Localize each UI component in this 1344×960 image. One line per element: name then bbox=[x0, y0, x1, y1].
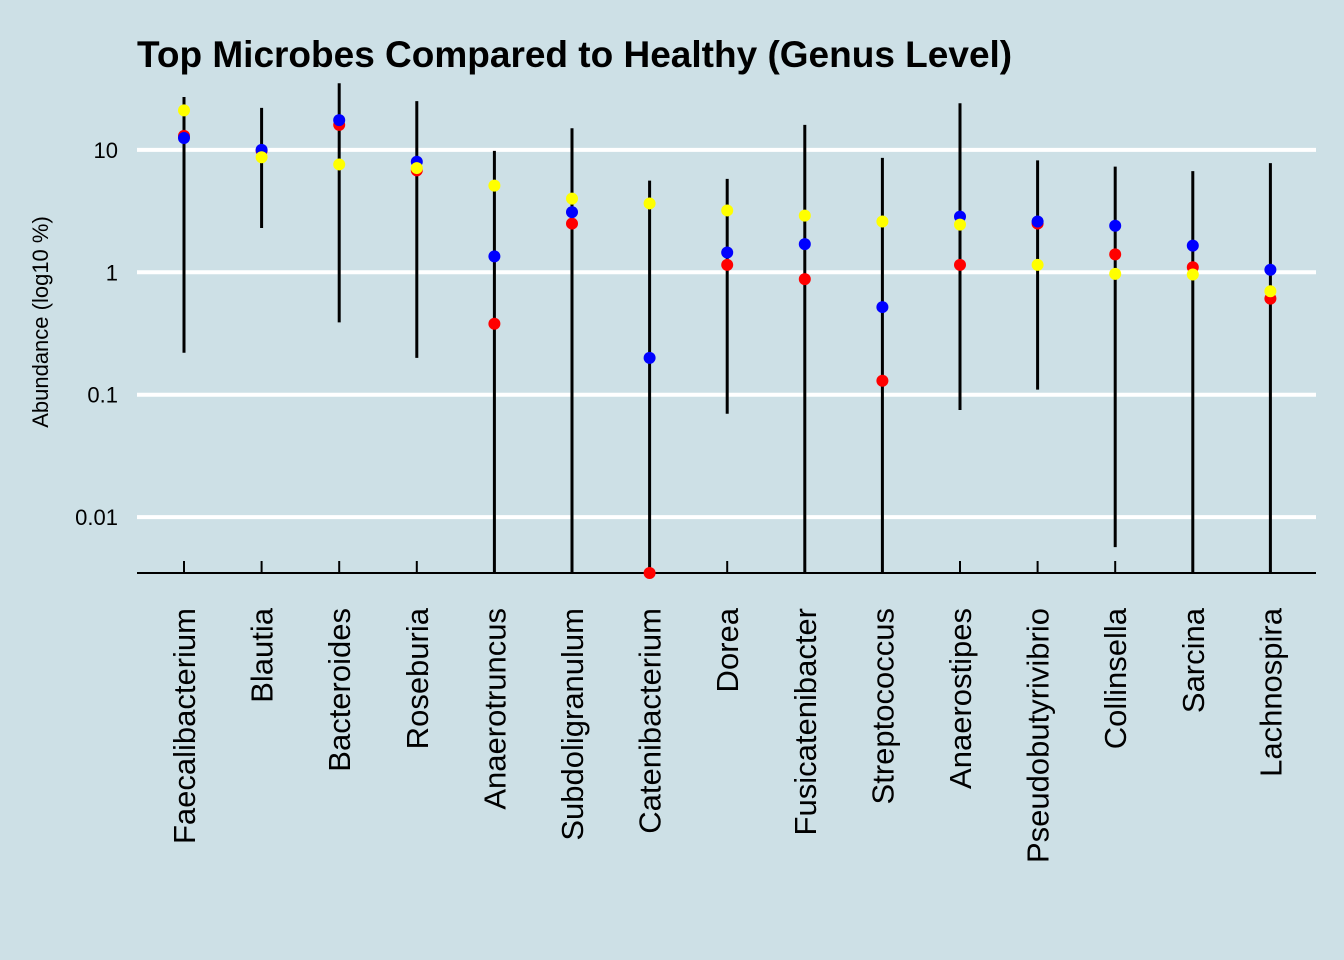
point-series-2-subdoligranulum bbox=[566, 206, 578, 219]
x-tick-label-lachnospira: Lachnospira bbox=[1253, 607, 1288, 777]
point-series-2-pseudobutyrivibrio bbox=[1031, 215, 1044, 228]
range-lines bbox=[182, 83, 1272, 573]
y-tick-label: 0.1 bbox=[87, 383, 118, 408]
x-tick-label-bacteroides: Bacteroides bbox=[322, 608, 357, 772]
y-tick-label: 1 bbox=[106, 260, 118, 285]
point-series-3-dorea bbox=[721, 204, 734, 217]
y-tick-label: 10 bbox=[94, 138, 118, 163]
x-tick-label-collinsella: Collinsella bbox=[1098, 607, 1133, 749]
point-series-1-catenibacterium bbox=[643, 567, 656, 579]
x-axis-tick-labels: Faecalibacterium Blautia Bacteroides Rosebu… bbox=[167, 607, 1288, 863]
point-series-3-anaerostipes bbox=[954, 218, 966, 231]
point-series-3-faecalibacterium bbox=[178, 104, 190, 117]
data-points bbox=[178, 104, 1277, 579]
point-series-3-subdoligranulum bbox=[566, 192, 578, 205]
x-tick-label-anaerotruncus: Anaerotruncus bbox=[477, 608, 512, 810]
point-series-2-lachnospira bbox=[1264, 263, 1277, 276]
point-series-3-bacteroides bbox=[333, 158, 346, 171]
x-tick-label-dorea: Dorea bbox=[710, 607, 745, 692]
point-series-2-sarcina bbox=[1186, 239, 1199, 252]
x-tick-label-blautia: Blautia bbox=[245, 607, 280, 703]
point-series-2-catenibacterium bbox=[643, 351, 656, 364]
x-tick-label-subdoligranulum: Subdoligranulum bbox=[555, 608, 590, 841]
point-series-1-fusicatenibacter bbox=[798, 273, 811, 286]
point-series-2-fusicatenibacter bbox=[798, 238, 811, 251]
x-tick-label-pseudobutyrivibrio: Pseudobutyrivibrio bbox=[1021, 608, 1056, 863]
x-tick-label-anaerostipes: Anaerostipes bbox=[943, 608, 978, 789]
point-series-3-roseburia bbox=[410, 162, 423, 175]
y-tick-label: 0.01 bbox=[75, 505, 118, 530]
point-series-1-collinsella bbox=[1109, 248, 1122, 261]
point-series-3-fusicatenibacter bbox=[798, 209, 811, 222]
point-series-2-faecalibacterium bbox=[178, 131, 190, 144]
point-series-3-pseudobutyrivibrio bbox=[1031, 258, 1044, 271]
x-tick-label-fusicatenibacter: Fusicatenibacter bbox=[788, 608, 823, 835]
point-series-3-anaerotruncus bbox=[488, 179, 501, 192]
x-axis bbox=[137, 561, 1316, 574]
point-series-3-sarcina bbox=[1186, 268, 1199, 281]
x-tick-label-catenibacterium: Catenibacterium bbox=[633, 608, 668, 834]
x-tick-label-sarcina: Sarcina bbox=[1176, 607, 1211, 713]
point-series-1-dorea bbox=[721, 258, 734, 271]
y-axis-label: Abundance (log10 %) bbox=[28, 216, 53, 428]
point-series-2-collinsella bbox=[1109, 219, 1122, 232]
point-series-2-anaerotruncus bbox=[488, 250, 501, 263]
y-axis-ticks: 0.01 0.1 1 10 bbox=[75, 138, 118, 530]
x-tick-label-roseburia: Roseburia bbox=[400, 607, 435, 749]
point-series-3-blautia bbox=[255, 151, 268, 164]
point-series-2-dorea bbox=[721, 246, 734, 259]
point-series-3-collinsella bbox=[1109, 267, 1122, 280]
point-series-1-anaerostipes bbox=[954, 258, 966, 271]
point-series-1-streptococcus bbox=[876, 374, 889, 387]
x-tick-label-faecalibacterium: Faecalibacterium bbox=[167, 608, 202, 844]
point-series-2-streptococcus bbox=[876, 301, 889, 314]
point-series-2-bacteroides bbox=[333, 114, 346, 127]
chart-title: Top Microbes Compared to Healthy (Genus … bbox=[137, 34, 1012, 75]
point-series-3-lachnospira bbox=[1264, 285, 1277, 298]
point-series-3-catenibacterium bbox=[643, 197, 656, 210]
point-series-3-streptococcus bbox=[876, 215, 889, 228]
point-series-1-anaerotruncus bbox=[488, 317, 501, 330]
x-tick-label-streptococcus: Streptococcus bbox=[865, 608, 900, 804]
point-series-1-subdoligranulum bbox=[566, 217, 578, 230]
